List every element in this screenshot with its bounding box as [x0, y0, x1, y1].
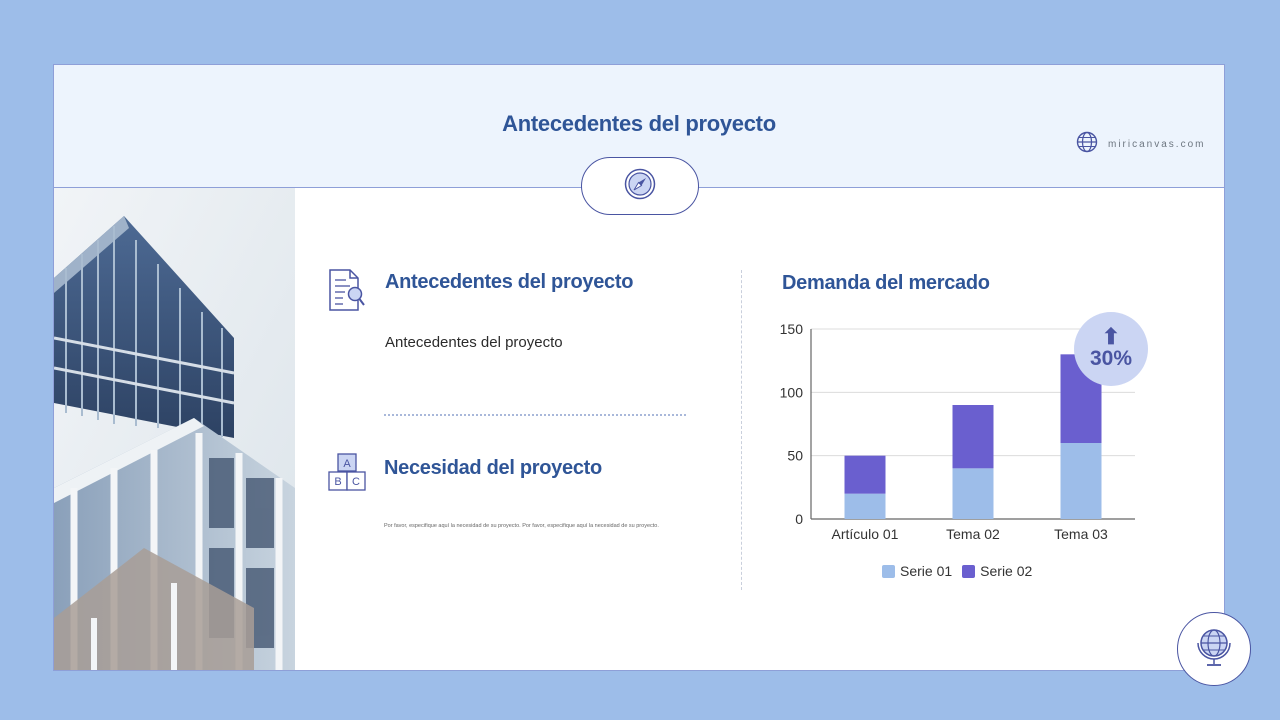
up-arrow-icon: ⬆: [1101, 324, 1121, 349]
y-tick-label: 0: [795, 511, 803, 527]
svg-text:C: C: [352, 476, 360, 488]
legend-label: Serie 01: [900, 563, 953, 579]
bar-1-1: [844, 493, 886, 519]
divider: [384, 414, 686, 416]
compass-icon: [624, 168, 656, 205]
legend-swatch: [882, 564, 895, 578]
globe-stand-icon: [1194, 626, 1234, 673]
brand-text: miricanvas.com: [1108, 138, 1206, 150]
bar-1-3: [1060, 443, 1102, 519]
abc-blocks-icon: A B C: [328, 453, 368, 498]
growth-badge: ⬆ 30%: [1074, 312, 1148, 386]
growth-badge-text: 30%: [1089, 347, 1133, 370]
document-search-icon: [328, 268, 366, 317]
globe-icon: [1076, 131, 1098, 158]
x-tick-label: Artículo 01: [832, 526, 899, 542]
brand: miricanvas.com: [1076, 131, 1206, 158]
stacked-bar-chart: 0 50 100 150 Artículo 01 Tema 02 Tema 03: [780, 321, 1135, 542]
bar-2-1: [844, 455, 886, 494]
chart-title: Demanda del mercado: [782, 272, 990, 294]
section-body-necesidad: Por favor, especifique aquí la necesidad…: [384, 523, 659, 529]
slide: Antecedentes del proyecto miricanvas.com: [53, 64, 1225, 671]
compass-badge: [581, 157, 699, 215]
building-photo: [54, 188, 295, 670]
y-tick-label: 50: [787, 448, 803, 464]
section-title-antecedentes: Antecedentes del proyecto: [385, 271, 634, 293]
legend-item: Serie 02: [962, 563, 1032, 579]
chart-legend: Serie 01 Serie 02: [882, 563, 1032, 579]
svg-text:A: A: [343, 458, 351, 470]
y-tick-label: 150: [780, 321, 804, 337]
x-tick-label: Tema 03: [1054, 526, 1108, 542]
svg-text:B: B: [334, 476, 341, 488]
section-body-antecedentes: Antecedentes del proyecto: [385, 334, 563, 351]
section-title-necesidad: Necesidad del proyecto: [384, 457, 602, 479]
legend-label: Serie 02: [980, 563, 1033, 579]
bar-2-2: [952, 405, 994, 469]
legend-swatch: [962, 564, 976, 578]
legend-item: Serie 01: [882, 563, 952, 579]
bar-1-2: [952, 468, 994, 519]
globe-button[interactable]: [1177, 612, 1251, 686]
x-tick-label: Tema 02: [946, 526, 1000, 542]
column-divider: [741, 270, 742, 590]
y-tick-label: 100: [780, 384, 804, 400]
page-title: Antecedentes del proyecto: [502, 111, 776, 136]
